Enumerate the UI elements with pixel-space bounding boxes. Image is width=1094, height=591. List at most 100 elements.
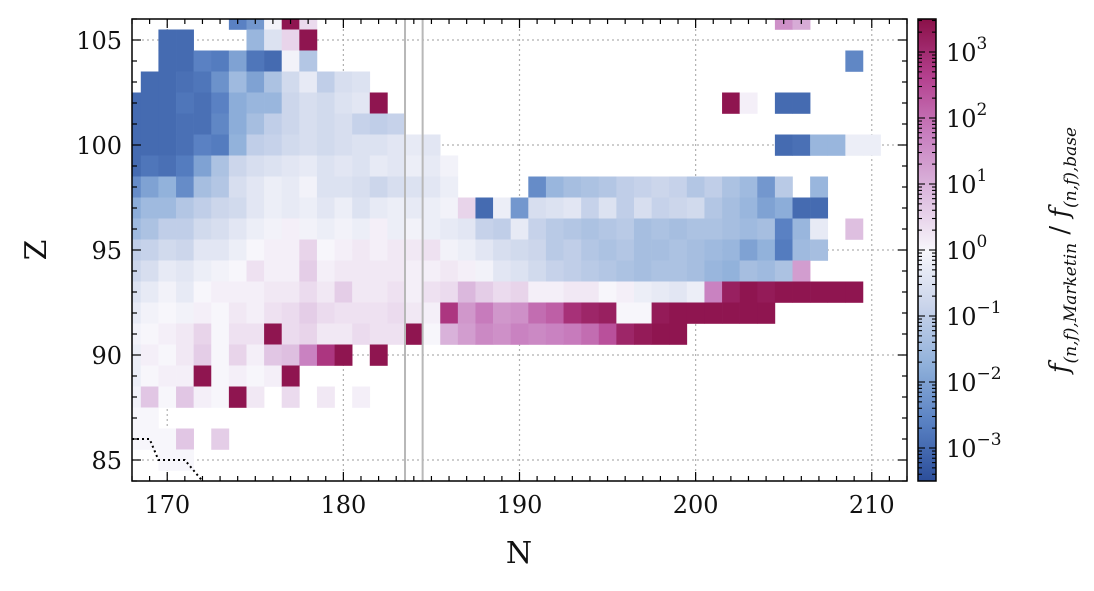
heatmap-cell (281, 155, 300, 177)
heatmap-cell (669, 323, 688, 345)
heatmap-cell (352, 281, 371, 303)
heatmap-cell (176, 239, 194, 261)
heatmap-cell (422, 197, 441, 219)
heatmap-cell (810, 281, 829, 303)
heatmap-cell (651, 260, 670, 282)
heatmap-cell (334, 344, 353, 366)
heatmap-cell (281, 197, 300, 219)
heatmap-cell (334, 218, 353, 240)
heatmap-cell (140, 113, 159, 135)
heatmap-cell (211, 71, 230, 93)
heatmap-cell (475, 197, 494, 219)
heatmap-cell (299, 281, 318, 303)
heatmap-cell (369, 344, 388, 366)
heatmap-cell (405, 260, 423, 282)
heatmap-cell (563, 302, 582, 324)
heatmap-cell (299, 29, 318, 51)
heatmap-cell (316, 239, 335, 261)
heatmap-cell (316, 323, 335, 345)
heatmap-cell (827, 134, 846, 156)
heatmap-cell (774, 239, 793, 261)
heatmap-cell (176, 155, 194, 177)
heatmap-cell (264, 113, 283, 135)
heatmap-cell (316, 71, 335, 93)
heatmap-cell (299, 92, 318, 114)
heatmap-cell (334, 260, 353, 282)
heatmap-cell (493, 197, 511, 219)
colorbar-title-slash: / (1045, 218, 1075, 243)
heatmap-cell (281, 365, 300, 387)
heatmap-cell (387, 302, 406, 324)
heatmap-cell (440, 197, 459, 219)
heatmap-cell (352, 323, 371, 345)
heatmap-cell (140, 92, 159, 114)
heatmap-cell (704, 281, 723, 303)
heatmap-cell (493, 239, 511, 261)
heatmap-cell (475, 260, 494, 282)
heatmap-cell (158, 197, 177, 219)
heatmap-cell (193, 281, 212, 303)
heatmap-cell (281, 176, 300, 198)
heatmap-cell (211, 134, 230, 156)
heatmap-cell (281, 386, 300, 408)
heatmap-cell (369, 197, 388, 219)
heatmap-cell (704, 239, 723, 261)
heatmap-cell (158, 386, 177, 408)
heatmap-cell (211, 239, 230, 261)
heatmap-cell (669, 218, 688, 240)
heatmap-cell (193, 92, 212, 114)
heatmap-cell (246, 344, 265, 366)
heatmap-cell (193, 134, 212, 156)
heatmap-cell (545, 197, 564, 219)
heatmap-cell (264, 19, 283, 30)
heatmap-cell (140, 134, 159, 156)
dotted-boundary (132, 438, 204, 481)
heatmap-cell (616, 302, 635, 324)
heatmap-cell (369, 155, 388, 177)
heatmap-cell (352, 113, 371, 135)
heatmap-cell (211, 428, 230, 450)
heatmap-cell (669, 281, 688, 303)
heatmap-cell (440, 218, 459, 240)
heatmap-cell (299, 344, 318, 366)
heatmap-cell (387, 218, 406, 240)
heatmap-cell (510, 260, 529, 282)
heatmap-cell (792, 218, 811, 240)
heatmap-cell (228, 218, 247, 240)
colorbar: 103 102 101 100 10−1 10−2 10−3 f(n,f),Marketin… (917, 18, 1081, 482)
heatmap-cell (281, 344, 300, 366)
heatmap-cell (193, 302, 212, 324)
heatmap-cell (352, 176, 371, 198)
heatmap-cell (176, 29, 194, 51)
heatmap-cell (704, 260, 723, 282)
heatmap-cell (757, 176, 776, 198)
heatmap-cell (228, 365, 247, 387)
heatmap-cell (264, 197, 283, 219)
heatmap-cell (228, 260, 247, 282)
heatmap-cell (264, 176, 283, 198)
heatmap-cell (140, 428, 159, 450)
heatmap-cell (334, 134, 353, 156)
heatmap-cell (669, 302, 688, 324)
heatmap-cell (493, 302, 511, 324)
heatmap-cell (457, 323, 476, 345)
x-tick-label: 200 (673, 491, 719, 519)
colorbar-title-den-sub: (n,f),base (1061, 127, 1081, 208)
heatmap-cell (545, 218, 564, 240)
heatmap-cell (158, 71, 177, 93)
heatmap-cell (352, 386, 371, 408)
heatmap-cell (334, 239, 353, 261)
heatmap-cell (193, 50, 212, 72)
colorbar-tick-label: 102 (946, 100, 987, 133)
heatmap-cell (457, 260, 476, 282)
heatmap-cell (369, 281, 388, 303)
heatmap-cell (281, 218, 300, 240)
heatmap-cell (440, 260, 459, 282)
heatmap-cell (264, 302, 283, 324)
heatmap-cell (352, 71, 371, 93)
heatmap-cell (281, 323, 300, 345)
heatmap-cell (158, 428, 177, 450)
y-tick-label: 90 (91, 342, 122, 370)
heatmap-cell (528, 218, 547, 240)
heatmap-cell (193, 386, 212, 408)
